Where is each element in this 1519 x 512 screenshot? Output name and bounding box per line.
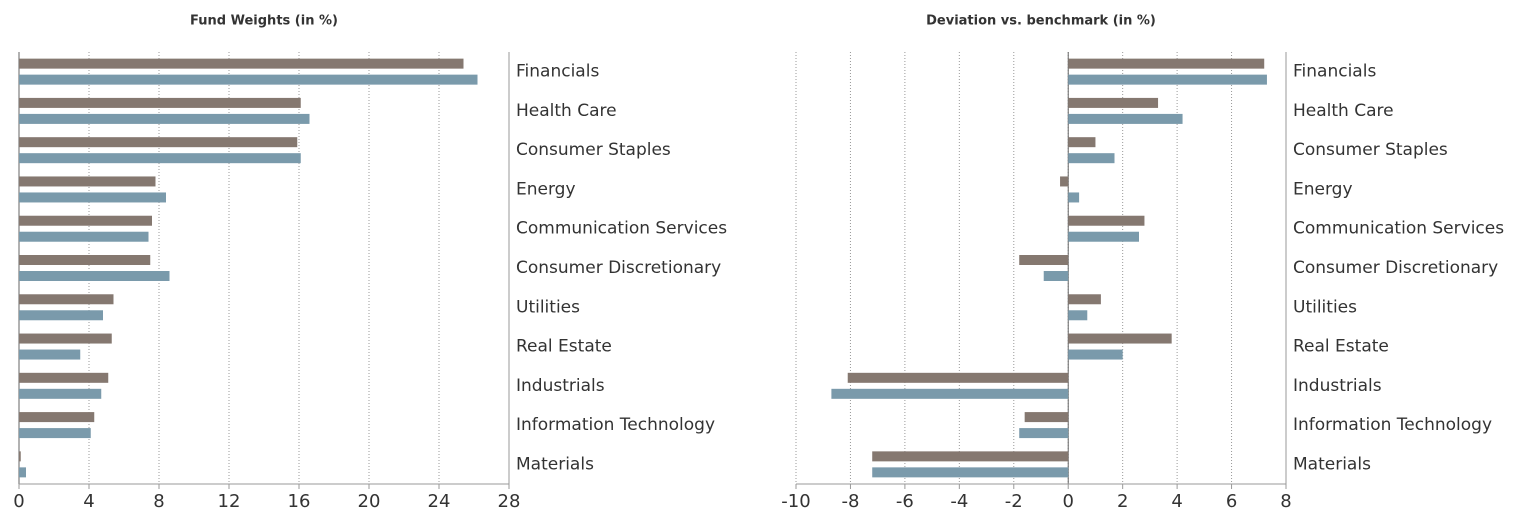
bar [19,97,301,108]
bar [19,153,301,164]
bar [1060,176,1069,187]
category-label: Information Technology [516,415,715,435]
bar [847,372,1069,383]
category-label: Industrials [516,376,605,396]
category-label: Information Technology [1293,415,1492,435]
bar [1068,97,1159,108]
bar [1068,137,1096,148]
bar [1024,412,1069,423]
bar [19,74,478,85]
x-tick-label: -6 [896,491,914,512]
x-tick-label: 4 [1171,491,1182,512]
x-tick-label: 12 [218,491,241,512]
bar [872,451,1069,462]
x-tick-label: 24 [428,491,451,512]
bar [19,372,109,383]
bar [19,428,91,439]
category-label: Energy [516,179,576,199]
category-label: Communication Services [1293,219,1504,239]
bar [19,231,149,242]
x-tick-label: -2 [1005,491,1023,512]
x-tick-label: 8 [153,491,164,512]
bar [19,294,114,305]
x-tick-label: 6 [1226,491,1237,512]
bar [1068,231,1139,242]
category-label: Utilities [516,297,580,317]
x-tick-label: 28 [498,491,521,512]
category-label: Industrials [1293,376,1382,396]
bar [1068,349,1123,360]
bar [19,388,102,399]
bar [19,271,170,281]
category-label: Financials [516,62,599,82]
x-tick-label: 0 [13,491,24,512]
x-tick-label: 4 [83,491,94,512]
category-label: Real Estate [516,337,612,357]
bar [1068,310,1088,321]
category-label: Consumer Staples [1293,140,1448,160]
x-tick-label: 0 [1062,491,1073,512]
category-label: Communication Services [516,219,727,239]
bar [872,467,1069,478]
bar [1068,333,1172,344]
bar [831,388,1069,399]
bar [1068,294,1101,305]
x-tick-label: -10 [781,491,810,512]
category-label: Utilities [1293,297,1357,317]
bar [1068,192,1080,203]
x-tick-label: -8 [841,491,859,512]
chart-title: Fund Weights (in %) [190,14,338,29]
category-label: Materials [1293,454,1371,474]
x-tick-label: 16 [288,491,311,512]
category-label: Real Estate [1293,337,1389,357]
bar [1068,74,1267,85]
category-label: Financials [1293,62,1376,82]
bar [19,349,81,360]
bar [19,176,156,187]
chart-title: Deviation vs. benchmark (in %) [926,14,1156,29]
x-tick-label: -4 [950,491,968,512]
category-label: Consumer Discretionary [516,258,721,278]
bar [19,113,310,124]
category-label: Health Care [1293,101,1394,121]
x-tick-label: 20 [358,491,381,512]
bar [19,192,166,203]
category-label: Energy [1293,179,1353,199]
bar [19,215,152,226]
bar [19,310,103,321]
bar [19,58,464,69]
category-label: Consumer Discretionary [1293,258,1498,278]
bar [1019,428,1069,439]
bar [1068,215,1145,226]
bar [1068,113,1183,124]
bar [19,451,21,462]
category-label: Consumer Staples [516,140,671,160]
bar [1068,153,1115,164]
bar [19,467,26,478]
bar [1019,255,1069,265]
bar [19,137,298,148]
bar [19,333,112,344]
category-label: Materials [516,454,594,474]
bar [19,255,151,265]
x-tick-label: 8 [1280,491,1291,512]
bar [19,412,95,423]
bar [1068,58,1265,69]
bar [1043,271,1069,281]
category-label: Health Care [516,101,617,121]
x-tick-label: 2 [1117,491,1128,512]
